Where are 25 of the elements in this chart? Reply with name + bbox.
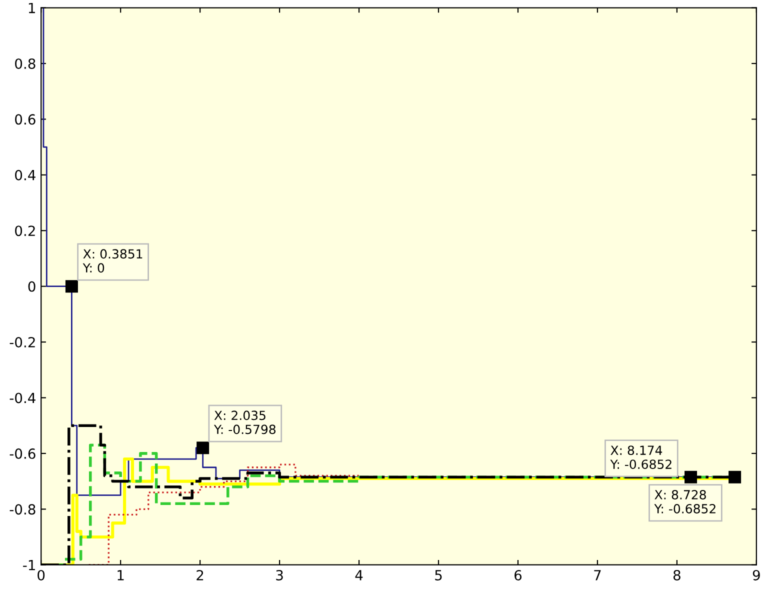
- y-tick-label: -1: [23, 560, 35, 570]
- y-tick-label: -0.4: [10, 392, 36, 404]
- y-tick-label: -0.2: [10, 337, 35, 348]
- x-tick-label: 3: [276, 570, 283, 580]
- y-tick-label: 0.2: [15, 226, 35, 236]
- y-tick-label: 0.6: [15, 114, 36, 125]
- y-tick-label: 1: [28, 2, 35, 14]
- x-tick-label: 2: [196, 570, 204, 580]
- annotation: X: 0.3851 Y: 0: [82, 249, 142, 273]
- x-tick-label: 0: [38, 570, 45, 580]
- x-tick-label: 9: [752, 570, 760, 580]
- y-tick-label: -0.6: [10, 448, 36, 459]
- x-tick-label: 7: [594, 570, 601, 580]
- annotation: X: 8.728 Y: -0.6852: [654, 490, 716, 514]
- x-tick-label: 5: [435, 570, 442, 580]
- x-tick-label: 6: [514, 570, 522, 580]
- x-tick-label: 4: [355, 570, 363, 580]
- y-tick-label: 0.4: [15, 170, 36, 180]
- y-tick-label: 0: [28, 281, 36, 292]
- annotation: X: 2.035 Y: -0.5798: [214, 410, 276, 434]
- y-tick-label: 0.8: [15, 58, 36, 69]
- y-tick-label: -0.8: [10, 504, 36, 515]
- x-tick-label: 1: [118, 570, 124, 580]
- x-tick-label: 8: [673, 570, 680, 580]
- annotation: X: 8.174 Y: -0.6852: [610, 446, 672, 470]
